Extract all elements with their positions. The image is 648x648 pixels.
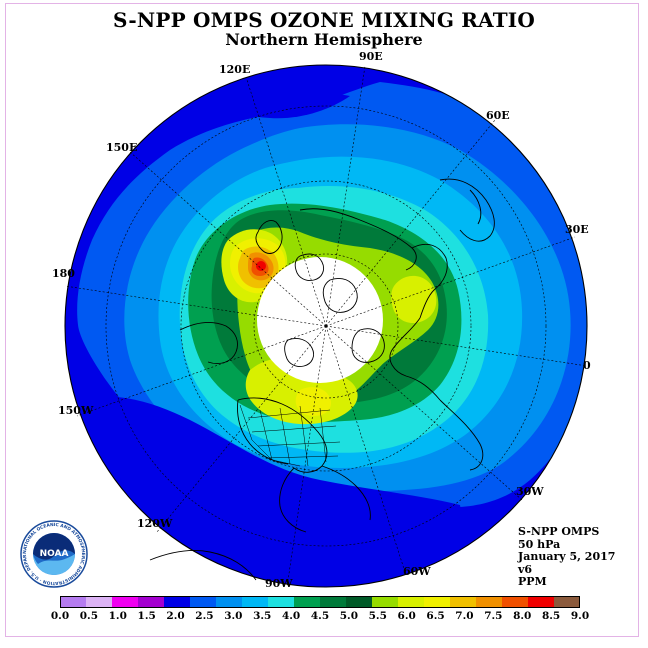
colorbar-tick-label: 8.0 <box>513 610 532 622</box>
colorbar-segment <box>450 596 477 608</box>
lon-label-90w: 90W <box>265 577 293 590</box>
lon-label-150e: 150E <box>106 141 138 154</box>
colorbar-tick-label: 1.0 <box>108 610 127 622</box>
colorbar <box>60 596 580 608</box>
colorbar-tick-label: 8.5 <box>541 610 561 622</box>
lon-label-0: 0 <box>583 359 591 372</box>
product-info: S-NPP OMPS 50 hPa January 5, 2017 v6 PPM <box>518 525 616 589</box>
colorbar-tick-label: 0.0 <box>50 610 70 622</box>
colorbar-tick-label: 0.5 <box>79 610 99 622</box>
lon-label-60e: 60E <box>486 109 510 122</box>
colorbar-segment <box>112 596 139 608</box>
info-date: January 5, 2017 <box>518 550 616 563</box>
lon-label-120w: 120W <box>137 517 173 530</box>
colorbar-segment <box>242 596 269 608</box>
colorbar-segment <box>60 596 87 608</box>
colorbar-segment <box>268 596 295 608</box>
colorbar-segment <box>424 596 451 608</box>
coastlines <box>149 178 495 581</box>
hemisphere-outline <box>64 64 588 588</box>
colorbar-tick-label: 6.5 <box>426 610 445 622</box>
colorbar-tick-label: 1.5 <box>137 610 156 622</box>
info-units: PPM <box>518 575 547 588</box>
colorbar-tick-label: 5.0 <box>339 610 359 622</box>
info-level: 50 hPa <box>518 537 561 551</box>
colorbar-tick-label: 6.0 <box>397 610 416 622</box>
colorbar-tick-label: 2.0 <box>166 610 185 622</box>
colorbar-segment <box>86 596 113 608</box>
colorbar-segment <box>138 596 165 608</box>
colorbar-tick-label: 4.0 <box>281 610 301 622</box>
colorbar-segment <box>528 596 555 608</box>
colorbar-tick-label: 3.0 <box>224 610 243 622</box>
figure-border <box>5 3 639 637</box>
colorbar-segment <box>164 596 191 608</box>
colorbar-segment <box>476 596 503 608</box>
lon-label-180: 180 <box>52 267 75 280</box>
north-america-grid <box>239 404 341 467</box>
colorbar-tick-label: 7.0 <box>455 610 474 622</box>
lon-label-150w: 150W <box>58 404 94 417</box>
colorbar-segment <box>320 596 347 608</box>
map-title: S-NPP OMPS OZONE MIXING RATIO <box>113 8 535 32</box>
lon-label-30w: 30W <box>516 485 544 498</box>
colorbar-tick-label: 7.5 <box>484 610 503 622</box>
map-subtitle: Northern Hemisphere <box>225 30 423 49</box>
colorbar-tick-label: 9.0 <box>570 610 590 622</box>
lon-label-120e: 120E <box>219 63 251 76</box>
polar-night-disk <box>257 257 383 383</box>
info-version: v6 <box>518 562 533 576</box>
lon-label-60w: 60W <box>403 565 431 578</box>
colorbar-segment <box>398 596 425 608</box>
colorbar-segment <box>554 596 580 608</box>
colorbar-tick-label: 2.5 <box>195 610 214 622</box>
noaa-logo-text: NOAA <box>40 549 69 559</box>
colorbar-segment <box>294 596 321 608</box>
colorbar-segment <box>216 596 243 608</box>
lon-label-90e: 90E <box>359 50 383 63</box>
info-instrument: S-NPP OMPS <box>518 525 600 538</box>
colorbar-segment <box>346 596 373 608</box>
lon-label-30e: 30E <box>565 223 589 236</box>
colorbar-segment <box>502 596 529 608</box>
colorbar-tick-label: 4.5 <box>310 610 330 622</box>
colorbar-tick-label: 3.5 <box>253 610 272 622</box>
colorbar-tick-label: 5.5 <box>368 610 387 622</box>
colorbar-segment <box>190 596 217 608</box>
colorbar-segment <box>372 596 399 608</box>
noaa-logo: NATIONAL OCEANIC AND ATMOSPHERIC ADMINIS… <box>20 520 88 588</box>
